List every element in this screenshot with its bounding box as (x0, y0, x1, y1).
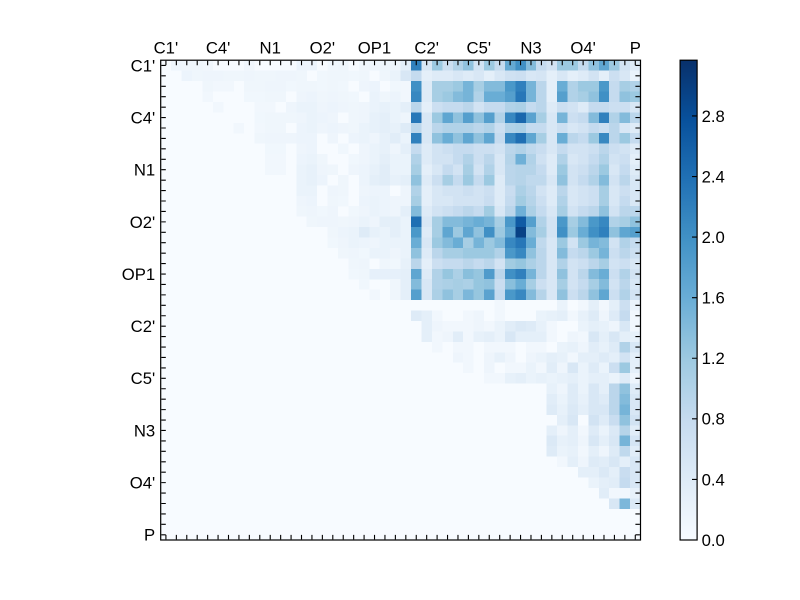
svg-text:N1: N1 (134, 161, 155, 180)
svg-text:C1': C1' (131, 56, 156, 75)
svg-text:1.6: 1.6 (702, 289, 725, 308)
svg-text:O4': O4' (570, 38, 595, 57)
svg-text:C2': C2' (131, 317, 156, 336)
svg-text:N1: N1 (260, 38, 281, 57)
svg-text:0.8: 0.8 (702, 410, 725, 429)
svg-text:N3: N3 (134, 421, 155, 440)
svg-text:C4': C4' (131, 109, 156, 128)
svg-text:O2': O2' (130, 213, 155, 232)
svg-text:P: P (144, 526, 155, 545)
svg-text:C2': C2' (414, 38, 439, 57)
svg-text:2.4: 2.4 (702, 167, 725, 186)
svg-text:0.4: 0.4 (702, 470, 725, 489)
svg-text:0.0: 0.0 (702, 531, 725, 550)
svg-text:2.0: 2.0 (702, 228, 725, 247)
svg-text:C1': C1' (154, 38, 179, 57)
svg-text:O2': O2' (310, 38, 335, 57)
svg-text:P: P (630, 38, 641, 57)
svg-text:OP1: OP1 (122, 265, 155, 284)
svg-text:C5': C5' (467, 38, 492, 57)
svg-text:C4': C4' (206, 38, 231, 57)
svg-text:OP1: OP1 (358, 38, 391, 57)
svg-text:N3: N3 (520, 38, 541, 57)
svg-text:1.2: 1.2 (702, 349, 725, 368)
svg-text:O4': O4' (130, 474, 155, 493)
svg-text:2.8: 2.8 (702, 107, 725, 126)
svg-text:C5': C5' (131, 369, 156, 388)
